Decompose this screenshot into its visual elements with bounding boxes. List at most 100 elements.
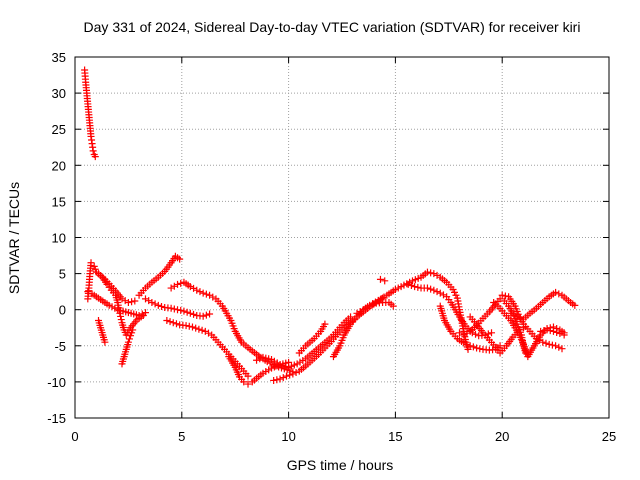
data-point-marker <box>91 153 99 161</box>
series-s18 <box>404 280 496 340</box>
data-point-marker <box>177 306 185 314</box>
series-s12 <box>253 313 355 371</box>
data-point-marker <box>176 255 184 263</box>
y-tick-label: 20 <box>52 158 66 173</box>
data-point-marker <box>195 325 203 333</box>
data-point-marker <box>170 305 178 313</box>
data-point-marker <box>198 326 206 334</box>
data-point-marker <box>174 306 182 314</box>
data-point-marker <box>407 282 415 290</box>
data-point-marker <box>124 298 132 306</box>
data-point-marker <box>423 268 431 276</box>
y-tick-label: 35 <box>52 50 66 65</box>
data-point-marker <box>270 376 278 384</box>
data-point-marker <box>542 339 550 347</box>
data-point-marker <box>430 286 438 294</box>
data-point-marker <box>135 311 143 319</box>
data-point-marker <box>321 320 329 328</box>
data-point-marker <box>537 327 545 335</box>
data-point-marker <box>141 309 149 317</box>
data-point-marker <box>199 289 207 297</box>
y-tick-label: 5 <box>59 267 66 282</box>
data-point-marker <box>472 330 479 338</box>
data-point-marker <box>455 329 463 337</box>
data-point-marker <box>463 340 471 348</box>
data-point-marker <box>292 369 300 377</box>
data-point-marker <box>253 356 261 364</box>
data-point-marker <box>496 295 504 303</box>
y-tick-label: -5 <box>54 339 66 354</box>
data-point-marker <box>206 291 214 299</box>
data-point-marker <box>549 327 557 335</box>
data-point-marker <box>430 270 438 278</box>
series-s25 <box>537 326 568 339</box>
data-point-marker <box>546 327 554 335</box>
data-points <box>81 66 579 388</box>
y-tick-label: -15 <box>47 411 66 426</box>
series-s2 <box>84 259 139 306</box>
data-point-marker <box>87 259 95 267</box>
data-point-marker <box>172 320 180 328</box>
data-point-marker <box>101 338 109 346</box>
x-axis-title: GPS time / hours <box>287 457 394 473</box>
data-point-marker <box>180 307 188 315</box>
data-point-marker <box>131 297 139 305</box>
data-point-marker <box>125 335 133 343</box>
data-point-marker <box>571 301 579 309</box>
data-point-marker <box>148 298 156 306</box>
chart-title: Day 331 of 2024, Sidereal Day-to-day VTE… <box>84 19 581 35</box>
data-point-marker <box>555 343 563 351</box>
data-point-marker <box>286 371 294 379</box>
data-point-marker <box>170 282 178 290</box>
data-point-marker <box>439 291 447 299</box>
data-point-marker <box>190 310 198 318</box>
data-point-marker <box>202 290 210 298</box>
data-point-marker <box>423 284 431 292</box>
data-point-marker <box>183 308 191 316</box>
x-tick-label: 0 <box>71 429 78 444</box>
axis-ticks: 0 5 10 15 20 25 -15 -10 -5 0 5 10 15 20 25 30 35 <box>47 50 616 444</box>
data-point-marker <box>256 355 264 363</box>
series-s9 <box>141 295 214 320</box>
grid-lines <box>75 57 609 418</box>
x-tick-label: 25 <box>602 429 616 444</box>
data-point-marker <box>169 319 177 327</box>
y-tick-label: 30 <box>52 86 66 101</box>
x-tick-label: 20 <box>495 429 509 444</box>
data-point-marker <box>543 326 551 334</box>
data-point-marker <box>129 326 137 334</box>
data-point-marker <box>193 286 201 294</box>
data-point-marker <box>466 342 474 350</box>
series-s24 <box>507 288 579 323</box>
data-point-marker <box>555 290 563 298</box>
data-point-marker <box>548 341 556 349</box>
data-point-marker <box>513 313 521 321</box>
data-point-marker <box>166 318 174 326</box>
data-point-marker <box>244 372 252 380</box>
y-axis-title: SDTVAR / TECUs <box>6 182 22 294</box>
series-s1 <box>81 66 99 161</box>
data-point-marker <box>244 380 252 388</box>
data-point-marker <box>185 322 193 330</box>
data-point-marker <box>558 345 566 353</box>
series-s4 <box>84 288 149 319</box>
data-point-marker <box>473 344 481 352</box>
data-point-marker <box>141 295 149 303</box>
data-point-marker <box>476 345 484 353</box>
data-point-marker <box>560 331 568 339</box>
data-point-marker <box>206 310 214 318</box>
data-point-marker <box>128 298 136 306</box>
y-tick-label: 25 <box>52 122 66 137</box>
data-point-marker <box>501 292 509 300</box>
data-point-marker <box>124 338 132 346</box>
data-point-marker <box>464 345 472 353</box>
data-point-marker <box>84 288 92 296</box>
y-tick-label: 0 <box>59 303 66 318</box>
series-s7 <box>135 252 184 299</box>
data-point-marker <box>196 288 204 296</box>
series-s17 <box>376 275 389 285</box>
data-point-marker <box>389 302 397 310</box>
y-tick-label: 10 <box>52 231 66 246</box>
data-point-marker <box>411 283 419 291</box>
